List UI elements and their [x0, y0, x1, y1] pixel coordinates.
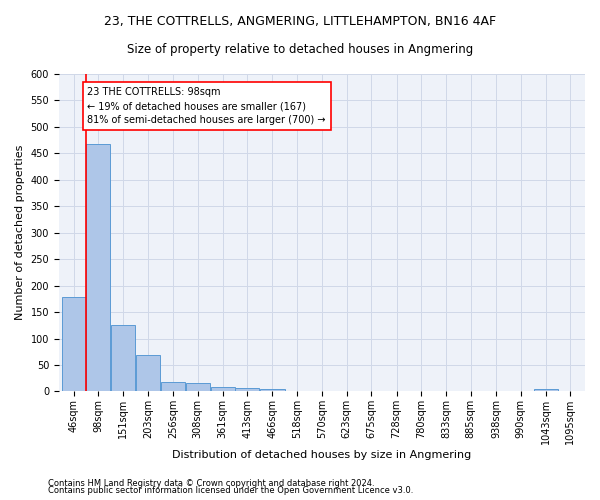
- Text: 23, THE COTTRELLS, ANGMERING, LITTLEHAMPTON, BN16 4AF: 23, THE COTTRELLS, ANGMERING, LITTLEHAMP…: [104, 15, 496, 28]
- Bar: [533, 389, 557, 392]
- Y-axis label: Number of detached properties: Number of detached properties: [15, 145, 25, 320]
- Text: Contains HM Land Registry data © Crown copyright and database right 2024.: Contains HM Land Registry data © Crown c…: [48, 478, 374, 488]
- Bar: [62, 298, 86, 392]
- Bar: [211, 387, 235, 392]
- Bar: [86, 144, 110, 392]
- Bar: [161, 382, 185, 392]
- Bar: [136, 356, 160, 392]
- Bar: [112, 326, 136, 392]
- X-axis label: Distribution of detached houses by size in Angmering: Distribution of detached houses by size …: [172, 450, 472, 460]
- Bar: [185, 384, 210, 392]
- Text: Size of property relative to detached houses in Angmering: Size of property relative to detached ho…: [127, 42, 473, 56]
- Bar: [260, 390, 284, 392]
- Text: 23 THE COTTRELLS: 98sqm
← 19% of detached houses are smaller (167)
81% of semi-d: 23 THE COTTRELLS: 98sqm ← 19% of detache…: [88, 87, 326, 125]
- Bar: [235, 388, 259, 392]
- Text: Contains public sector information licensed under the Open Government Licence v3: Contains public sector information licen…: [48, 486, 413, 495]
